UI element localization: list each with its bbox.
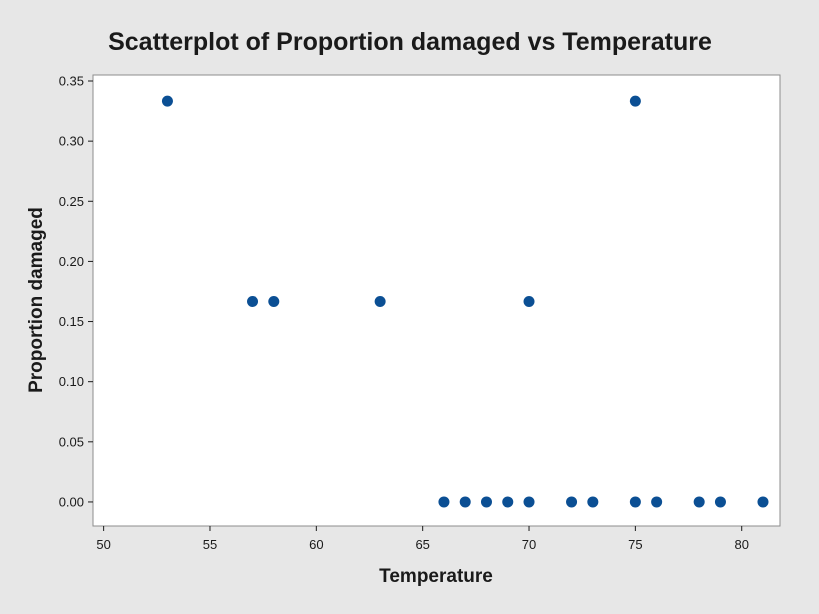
data-point xyxy=(587,496,599,508)
y-tick-label: 0.35 xyxy=(59,74,84,89)
x-tick-label: 70 xyxy=(522,537,536,552)
y-axis-label: Proportion damaged xyxy=(26,207,47,393)
data-point xyxy=(714,496,726,508)
data-point xyxy=(523,295,535,307)
data-point xyxy=(757,496,769,508)
x-tick-label: 80 xyxy=(734,537,748,552)
x-axis: 50 55 60 65 70 75 80 xyxy=(96,526,749,552)
data-point xyxy=(566,496,578,508)
x-axis-label: Temperature xyxy=(379,566,493,587)
y-tick-label: 0.20 xyxy=(59,254,84,269)
y-tick-label: 0.00 xyxy=(59,494,84,509)
x-tick-label: 50 xyxy=(96,537,110,552)
data-point xyxy=(268,295,280,307)
y-axis: 0.00 0.05 0.10 0.15 0.20 0.25 0.30 0.35 xyxy=(59,74,93,509)
plot-area xyxy=(92,74,781,527)
x-tick-label: 65 xyxy=(415,537,429,552)
data-point xyxy=(374,295,386,307)
data-point xyxy=(693,496,705,508)
data-point xyxy=(247,295,259,307)
data-points xyxy=(161,95,769,508)
data-point xyxy=(651,496,663,508)
data-point xyxy=(459,496,471,508)
y-tick-label: 0.10 xyxy=(59,374,84,389)
data-point xyxy=(480,496,492,508)
y-tick-label: 0.25 xyxy=(59,194,84,209)
y-tick-label: 0.05 xyxy=(59,434,84,449)
x-tick-label: 55 xyxy=(203,537,217,552)
data-point xyxy=(161,95,173,107)
x-tick-label: 60 xyxy=(309,537,323,552)
y-tick-label: 0.15 xyxy=(59,314,84,329)
data-point xyxy=(502,496,514,508)
data-point xyxy=(629,95,641,107)
data-point xyxy=(438,496,450,508)
data-point xyxy=(629,496,641,508)
y-tick-label: 0.30 xyxy=(59,134,84,149)
x-tick-label: 75 xyxy=(628,537,642,552)
chart-title: Scatterplot of Proportion damaged vs Tem… xyxy=(108,28,712,56)
data-point xyxy=(523,496,535,508)
